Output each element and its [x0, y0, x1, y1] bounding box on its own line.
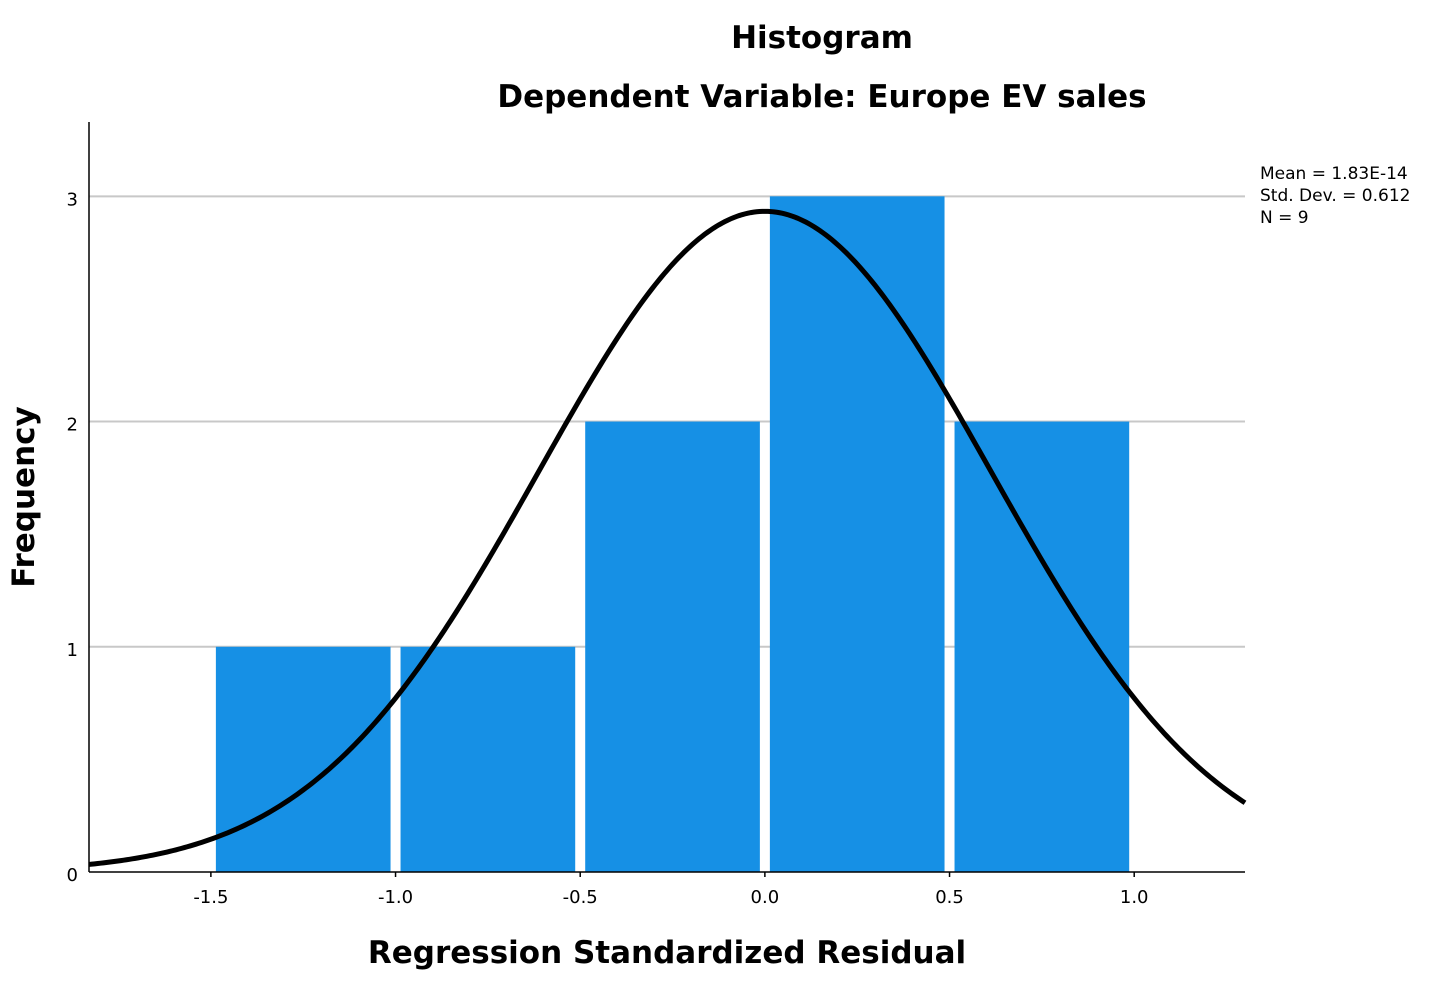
y-tick-label-1: 1 [67, 640, 78, 661]
x-tick-label-3: 0.0 [751, 887, 780, 908]
histogram-bar-3 [769, 196, 945, 872]
stats-mean: Mean = 1.83E-14 [1260, 164, 1408, 184]
histogram-bars [215, 196, 1130, 872]
x-tick-label-0: -1.5 [193, 887, 228, 908]
x-tick-label-5: 1.0 [1120, 887, 1149, 908]
x-tick-label-2: -0.5 [563, 887, 598, 908]
chart-title: Histogram [731, 20, 913, 56]
tick-labels: -1.5 -1.0 -0.5 0.0 0.5 1.0 0 1 2 3 [67, 189, 1149, 908]
histogram-bar-1 [400, 646, 576, 872]
stats-std-dev: Std. Dev. = 0.612 [1260, 186, 1410, 206]
x-tick-label-4: 0.5 [935, 887, 964, 908]
histogram-bar-0 [215, 646, 391, 872]
normal-curve-layer [88, 208, 1247, 867]
y-axis-label: Frequency [6, 406, 42, 587]
chart-subtitle: Dependent Variable: Europe EV sales [497, 79, 1146, 115]
x-tick-label-1: -1.0 [378, 887, 413, 908]
histogram-bar-4 [954, 421, 1130, 872]
x-axis-label: Regression Standardized Residual [368, 935, 966, 971]
y-tick-label-3: 3 [67, 189, 78, 210]
stats-n: N = 9 [1260, 208, 1309, 228]
histogram-bar-2 [585, 421, 760, 872]
normal-curve [88, 208, 1247, 867]
axes [88, 122, 1245, 873]
statistics-legend: Mean = 1.83E-14 Std. Dev. = 0.612 N = 9 [1260, 164, 1410, 228]
y-tick-label-2: 2 [67, 415, 78, 436]
y-tick-label-0: 0 [67, 865, 78, 886]
